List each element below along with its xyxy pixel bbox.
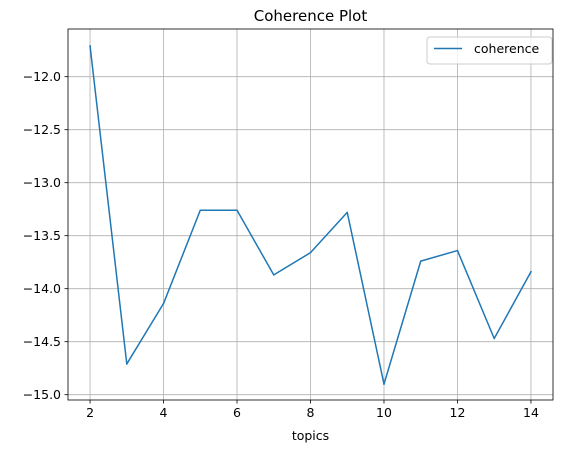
legend-label: coherence <box>474 41 539 56</box>
data-point <box>162 302 165 305</box>
axis-ticks: 2 4 6 8 10 12 14 −12.0 −12.5 −13.0 −13.5 −14.0 −14.5… <box>23 69 539 420</box>
data-point <box>89 45 91 47</box>
x-tick-label: 8 <box>307 405 315 420</box>
x-tick-label: 6 <box>233 405 241 420</box>
y-tick-label: −14.0 <box>23 281 61 296</box>
x-axis-label: topics <box>292 428 329 443</box>
x-tick-label: 10 <box>376 405 392 420</box>
data-point <box>199 209 202 212</box>
x-tick-label: 4 <box>160 405 168 420</box>
y-tick-label: −12.5 <box>23 122 61 137</box>
chart-title: Coherence Plot <box>254 7 368 25</box>
y-tick-label: −13.5 <box>23 228 61 243</box>
data-point <box>530 270 532 273</box>
data-point <box>236 209 238 212</box>
grid <box>68 29 553 400</box>
data-point <box>456 249 459 252</box>
data-point <box>419 260 422 262</box>
y-tick-label: −14.5 <box>23 334 61 349</box>
data-point <box>126 363 128 365</box>
legend-box <box>426 36 553 65</box>
y-tick-label: −15.0 <box>23 387 61 402</box>
plot-lines <box>89 45 532 385</box>
x-tick-label: 2 <box>86 405 94 420</box>
x-tick-label: 14 <box>523 405 539 420</box>
x-tick-label: 12 <box>450 405 466 420</box>
data-point <box>309 251 312 254</box>
data-point <box>383 383 385 385</box>
data-point <box>346 211 348 214</box>
y-tick-label: −13.0 <box>23 175 61 190</box>
y-tick-label: −12.0 <box>23 69 61 84</box>
data-point <box>493 337 495 340</box>
legend: coherence <box>426 36 553 65</box>
data-point <box>273 274 275 276</box>
